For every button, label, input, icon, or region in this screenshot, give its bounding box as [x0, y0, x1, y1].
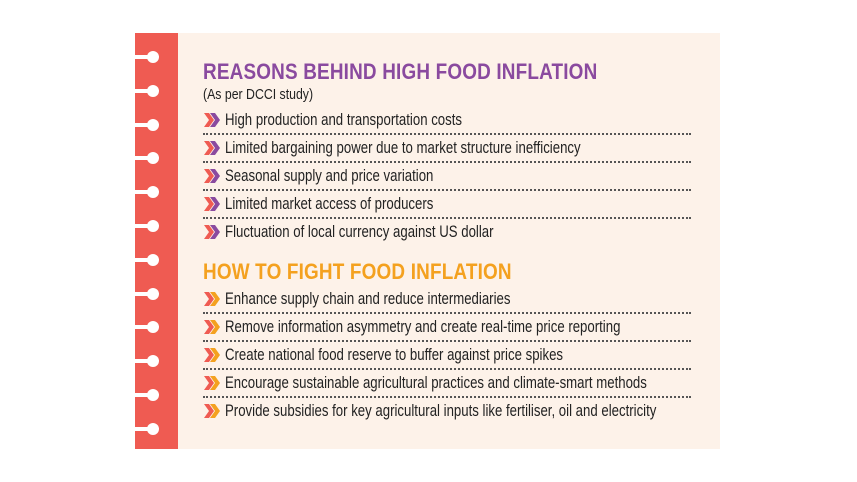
double-chevron-right-icon: [204, 113, 220, 127]
list-item: Create national food reserve to buffer a…: [203, 344, 691, 370]
ring-hole-icon: [135, 118, 161, 131]
double-chevron-right-icon: [204, 376, 220, 390]
ring-hole-icon: [135, 253, 161, 266]
double-chevron-right-icon: [204, 320, 220, 334]
list-item: Limited bargaining power due to market s…: [203, 137, 691, 163]
double-chevron-right-icon: [204, 141, 220, 155]
list-item: Limited market access of producers: [203, 193, 691, 219]
ring-hole-icon: [135, 152, 161, 165]
list-item-text: Provide subsidies for key agricultural i…: [225, 402, 657, 420]
double-chevron-right-icon: [204, 348, 220, 362]
ring-hole-icon: [135, 389, 161, 401]
double-chevron-right-icon: [204, 292, 220, 306]
double-chevron-right-icon: [204, 404, 220, 418]
infographic-card: REASONS BEHIND HIGH FOOD INFLATION (As p…: [135, 33, 720, 449]
reasons-subtitle: (As per DCCI study): [203, 86, 314, 103]
ring-hole-icon: [135, 355, 161, 368]
ring-hole-icon: [135, 186, 161, 199]
ring-hole-icon: [135, 422, 161, 435]
ring-hole-icon: [135, 220, 161, 232]
list-item: Seasonal supply and price variation: [203, 165, 691, 191]
ring-hole-icon: [135, 84, 161, 97]
notebook-binding-strip: [135, 33, 178, 449]
list-item-text: Limited market access of producers: [225, 195, 434, 213]
ring-hole-icon: [135, 51, 161, 63]
list-item: Provide subsidies for key agricultural i…: [203, 400, 691, 424]
list-item-text: Limited bargaining power due to market s…: [225, 139, 581, 157]
list-item-text: Remove information asymmetry and create …: [225, 318, 621, 336]
list-item-text: Enhance supply chain and reduce intermed…: [225, 290, 511, 308]
list-item: Remove information asymmetry and create …: [203, 316, 691, 342]
double-chevron-right-icon: [204, 169, 220, 183]
reasons-heading: REASONS BEHIND HIGH FOOD INFLATION: [203, 59, 598, 84]
double-chevron-right-icon: [204, 197, 220, 211]
list-item-text: High production and transportation costs: [225, 111, 463, 129]
list-item-text: Create national food reserve to buffer a…: [225, 346, 564, 364]
list-item-text: Fluctuation of local currency against US…: [225, 223, 494, 241]
list-item: Enhance supply chain and reduce intermed…: [203, 288, 691, 314]
list-item: High production and transportation costs: [203, 109, 691, 135]
ring-hole-icon: [135, 321, 161, 334]
ring-hole-icon: [135, 287, 161, 300]
list-item: Fluctuation of local currency against US…: [203, 221, 691, 245]
list-item-text: Encourage sustainable agricultural pract…: [225, 374, 647, 392]
solutions-heading: HOW TO FIGHT FOOD INFLATION: [203, 259, 512, 284]
list-item: Encourage sustainable agricultural pract…: [203, 372, 691, 398]
double-chevron-right-icon: [204, 225, 220, 239]
list-item-text: Seasonal supply and price variation: [225, 167, 434, 185]
